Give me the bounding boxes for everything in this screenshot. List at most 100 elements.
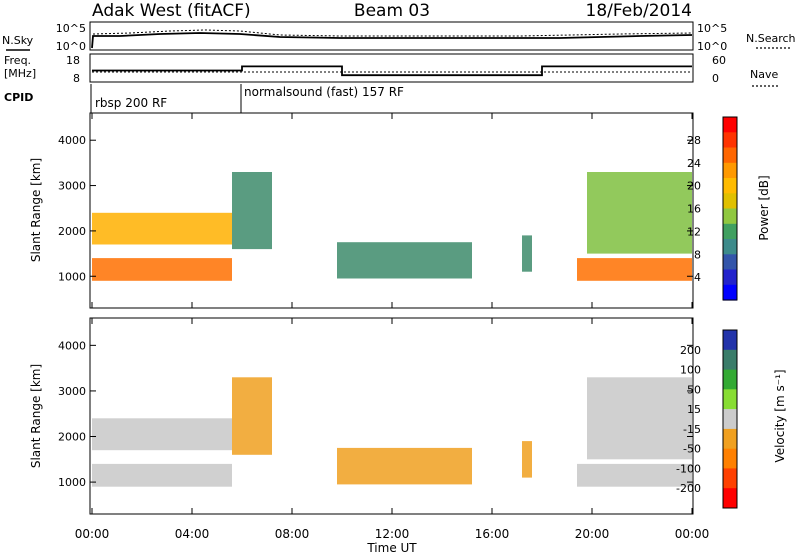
colorbar-swatch: [723, 269, 737, 286]
freq-tick-bottom: 8: [73, 72, 80, 85]
noise-tick-bottom-right: 10^0: [697, 40, 727, 53]
y-tick-label: 2000: [58, 225, 86, 238]
echo-afternoon-spot: [522, 441, 532, 478]
echo-early-low: [92, 258, 232, 281]
nave-tick-bottom: 0: [712, 72, 719, 85]
x-tick-label: 12:00: [375, 527, 410, 541]
freq-tick-top: 18: [66, 54, 80, 67]
freq-strip-frame: [89, 53, 694, 83]
colorbar-tick-label: 24: [687, 157, 701, 170]
colorbar-frame: [722, 329, 738, 509]
colorbar-swatch: [723, 284, 737, 301]
colorbar-swatch: [723, 369, 737, 390]
y-tick-label: 1000: [58, 270, 86, 283]
colorbar-swatch: [723, 162, 737, 179]
colorbar-swatch: [723, 117, 737, 133]
echo-afternoon-spot: [522, 235, 532, 272]
colorbar-swatch: [723, 330, 737, 351]
colorbar-tick-label: 8: [694, 248, 701, 261]
colorbar-tick-label: -100: [676, 462, 701, 475]
x-tick-label: 00:00: [675, 527, 710, 541]
colorbar-tick-label: 200: [680, 344, 701, 357]
colorbar-swatch: [723, 239, 737, 255]
freq-label: Freq.: [4, 54, 31, 67]
echo-evening-low: [577, 258, 692, 281]
colorbar-swatch: [723, 389, 737, 410]
cpid-label: CPID: [4, 91, 33, 104]
echo-morning-rise: [232, 172, 272, 250]
echo-evening-low: [577, 463, 692, 487]
cpid-segment-1: rbsp 200 RF: [95, 96, 167, 110]
y-tick-label: 3000: [58, 385, 86, 398]
cpid-segment-2: normalsound (fast) 157 RF: [244, 85, 404, 99]
velocity-y-label: Slant Range [km]: [29, 364, 43, 468]
y-tick-label: 1000: [58, 476, 86, 489]
colorbar-swatch: [723, 448, 737, 469]
nave-tick-top: 60: [712, 54, 726, 67]
beam-title: Beam 03: [354, 1, 430, 21]
colorbar-swatch: [723, 409, 737, 430]
noise-tick-top-left: 10^5: [56, 22, 86, 35]
power-colorbar-label: Power [dB]: [757, 175, 771, 240]
colorbar-tick-label: 100: [680, 364, 701, 377]
station-title: Adak West (fitACF): [92, 1, 251, 21]
colorbar-swatch: [723, 223, 737, 240]
colorbar-tick-label: 20: [687, 180, 701, 193]
velocity-echoes: [92, 377, 692, 487]
colorbar-swatch: [723, 147, 737, 164]
freq-unit-label: [MHz]: [4, 67, 36, 80]
echo-evening-high: [587, 377, 692, 460]
colorbar-tick-label: 16: [687, 203, 701, 216]
noise-tick-top-right: 10^5: [697, 22, 727, 35]
date-title: 18/Feb/2014: [586, 1, 692, 21]
nsearch-label: N.Search: [746, 32, 796, 45]
power-panel: 1000 2000 3000 4000 Slant Range [km] 28 24 20…: [29, 112, 771, 309]
echo-midday: [337, 447, 472, 485]
echo-early-high: [92, 212, 232, 245]
colorbar-tick-label: -50: [683, 443, 701, 456]
colorbar-tick-label: -15: [683, 423, 701, 436]
noise-strip-frame: [89, 21, 694, 51]
noise-search-trace: [92, 29, 693, 37]
x-tick-label: 20:00: [575, 527, 610, 541]
echo-early-low: [92, 463, 232, 487]
x-tick-label: 16:00: [475, 527, 510, 541]
colorbar-tick-label: 4: [694, 271, 701, 284]
y-tick-label: 4000: [58, 134, 86, 147]
colorbar-swatch: [723, 349, 737, 371]
colorbar-tick-label: 15: [687, 403, 701, 416]
colorbar-swatch: [723, 193, 737, 210]
colorbar-tick-label: 50: [687, 383, 701, 396]
noise-tick-bottom-left: 10^0: [56, 40, 86, 53]
colorbar-tick-label: -200: [676, 482, 701, 495]
power-y-label: Slant Range [km]: [29, 158, 43, 262]
colorbar-frame: [722, 116, 738, 301]
echo-morning-rise: [232, 377, 272, 455]
y-tick-label: 3000: [58, 180, 86, 193]
nave-label: Nave: [750, 68, 778, 81]
colorbar-swatch: [723, 428, 737, 450]
x-axis-label: Time UT: [366, 541, 417, 554]
power-colorbar: 28 24 20 16 12 8 4: [687, 116, 738, 301]
colorbar-swatch: [723, 178, 737, 194]
echo-evening-high: [587, 172, 692, 254]
colorbar-swatch: [723, 208, 737, 225]
velocity-y-ticks: 1000 2000 3000 4000: [58, 339, 693, 489]
freq-trace: [92, 65, 692, 77]
power-y-ticks: 1000 2000 3000 4000: [58, 134, 693, 283]
echo-midday: [337, 242, 472, 279]
colorbar-tick-label: 12: [687, 225, 701, 238]
x-tick-label: 00:00: [75, 527, 110, 541]
velocity-colorbar-label: Velocity [m s⁻¹]: [773, 369, 787, 462]
colorbar-swatch: [723, 468, 737, 489]
colorbar-swatch: [723, 132, 737, 149]
noise-sky-trace: [91, 32, 693, 49]
power-echoes: [92, 172, 692, 281]
colorbar-tick-label: 28: [687, 134, 701, 147]
y-tick-label: 4000: [58, 339, 86, 352]
echo-early-high: [92, 418, 232, 451]
colorbar-swatch: [723, 488, 737, 509]
y-tick-label: 2000: [58, 431, 86, 444]
